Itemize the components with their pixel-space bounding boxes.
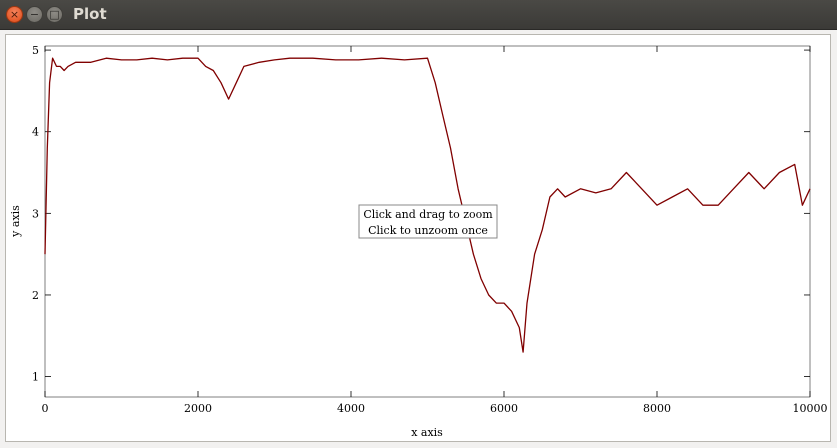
- y-tick-label: 4: [32, 126, 39, 139]
- window-titlebar: × − □ Plot: [0, 0, 837, 30]
- y-tick-label: 5: [32, 44, 39, 57]
- zoom-hint-box: [358, 204, 498, 239]
- zoom-hint-line-2: Click to unzoom once: [368, 224, 488, 237]
- minimize-window-button[interactable]: −: [26, 6, 43, 23]
- axis-tick-labels: 0 2000 4000 6000 8000 10000 1 2 3 4 5: [32, 44, 828, 415]
- x-tick-label: 6000: [490, 402, 518, 415]
- y-tick-label: 3: [32, 207, 39, 220]
- zoom-hint: Click and drag to zoom Click to unzoom o…: [358, 204, 498, 239]
- minimize-icon: −: [29, 8, 40, 21]
- x-tick-label: 2000: [184, 402, 212, 415]
- close-icon: ×: [9, 8, 20, 21]
- line-chart[interactable]: 0 2000 4000 6000 8000 10000 1 2 3 4 5 Click and dr…: [6, 35, 830, 441]
- maximize-window-button[interactable]: □: [46, 6, 63, 23]
- x-tick-label: 8000: [643, 402, 671, 415]
- close-window-button[interactable]: ×: [6, 6, 23, 23]
- plot-canvas[interactable]: 0 2000 4000 6000 8000 10000 1 2 3 4 5 Click and dr…: [5, 34, 831, 442]
- plot-area: [44, 45, 811, 398]
- series-layer: [44, 57, 811, 353]
- zoom-hint-line-1: Click and drag to zoom: [363, 208, 493, 221]
- x-axis-label: x axis: [411, 426, 443, 439]
- window-title: Plot: [73, 5, 107, 23]
- y-axis-label: y axis: [9, 205, 22, 238]
- y-tick-label: 1: [32, 371, 39, 384]
- y-tick-label: 2: [32, 289, 39, 302]
- x-tick-label: 10000: [793, 402, 828, 415]
- maximize-icon: □: [49, 8, 60, 21]
- x-tick-label: 4000: [337, 402, 365, 415]
- x-tick-label: 0: [42, 402, 49, 415]
- data-series-line: [44, 57, 811, 353]
